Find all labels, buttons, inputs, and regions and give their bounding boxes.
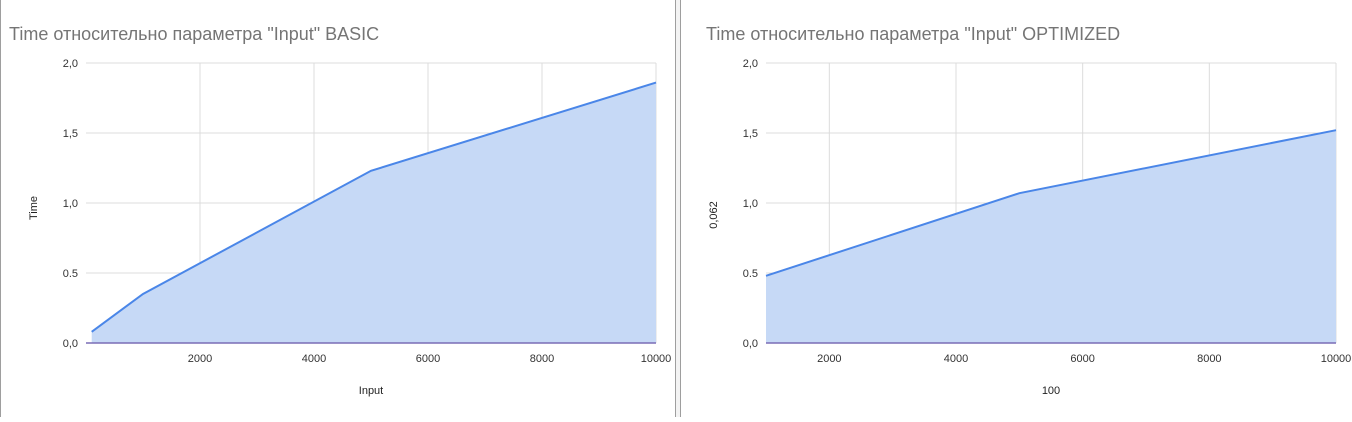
x-axis-label: 100 [1042, 385, 1060, 397]
y-axis-label: Time [28, 196, 40, 220]
chart-panel-basic: Time относительно параметра "Input" BASI… [0, 0, 676, 417]
y-tick-label: 0.5 [63, 268, 78, 280]
x-tick-label: 10000 [1321, 353, 1352, 365]
x-tick-labels: 2000 4000 6000 8000 10000 [188, 353, 672, 365]
y-tick-label: 2,0 [63, 58, 78, 70]
series-line [91, 81, 657, 333]
y-tick-label: 1,0 [63, 198, 78, 210]
chart-title: Time относительно параметра "Input" BASI… [9, 24, 379, 44]
y-tick-label: 1,5 [63, 128, 78, 140]
y-tick-label: 1,0 [743, 198, 758, 210]
y-tick-label: 0,0 [743, 338, 758, 350]
y-tick-label: 0,0 [63, 338, 78, 350]
plot-area [765, 129, 1337, 344]
series-area [91, 82, 656, 343]
x-tick-label: 4000 [302, 353, 326, 365]
y-tick-label: 1,5 [743, 128, 758, 140]
plot-area [86, 81, 657, 344]
x-tick-label: 10000 [641, 353, 672, 365]
series-area [766, 130, 1336, 343]
y-tick-labels: 0,0 0.5 1,0 1,5 2,0 [63, 58, 78, 350]
x-tick-label: 6000 [416, 353, 440, 365]
y-axis-label: 0,062 [708, 201, 720, 229]
x-tick-label: 8000 [1197, 353, 1221, 365]
chart-basic: Time относительно параметра "Input" BASI… [9, 24, 672, 397]
x-tick-label: 2000 [817, 353, 841, 365]
x-tick-labels: 2000 4000 6000 8000 10000 [817, 353, 1351, 365]
chart-title: Time относительно параметра "Input" OPTI… [706, 24, 1120, 44]
panel-divider [676, 0, 680, 417]
series-line [765, 129, 1337, 277]
x-tick-label: 8000 [530, 353, 554, 365]
y-tick-labels: 0,0 0.5 1,0 1,5 2,0 [743, 58, 758, 350]
y-tick-label: 2,0 [743, 58, 758, 70]
y-tick-label: 0.5 [743, 268, 758, 280]
chart-panel-optimized: Time относительно параметра "Input" OPTI… [680, 0, 1352, 417]
chart-optimized: Time относительно параметра "Input" OPTI… [706, 24, 1351, 397]
x-tick-label: 4000 [944, 353, 968, 365]
x-tick-label: 2000 [188, 353, 212, 365]
x-tick-label: 6000 [1070, 353, 1094, 365]
x-axis-label: Input [359, 385, 383, 397]
